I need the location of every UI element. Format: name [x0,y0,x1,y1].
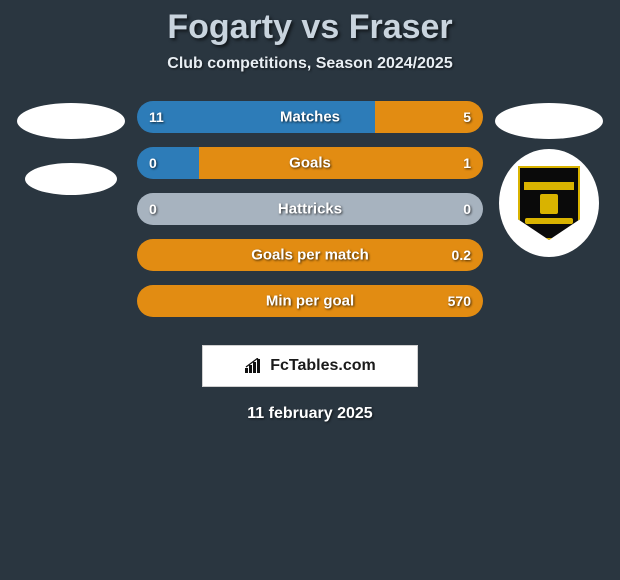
main-row: Matches 11 5 Goals 0 1 Hattricks 0 0 Goals per ma… [0,101,620,317]
stat-segment-right [199,147,483,179]
stat-value-right: 0 [463,201,471,217]
player-right-avatar [491,101,607,257]
subtitle: Club competitions, Season 2024/2025 [0,55,620,73]
brand-badge[interactable]: FcTables.com [202,345,418,387]
page-title: Fogarty vs Fraser [0,8,620,47]
stat-bar: Hattricks 0 0 [137,193,483,225]
stat-bar: Matches 11 5 [137,101,483,133]
stat-label: Goals [289,155,331,172]
bar-chart-icon [244,358,264,374]
stat-value-left: 0 [149,201,157,217]
avatar-placeholder [17,103,125,139]
stat-value-right: 1 [463,155,471,171]
stat-bar: Min per goal 570 [137,285,483,317]
stat-label: Min per goal [266,293,354,310]
stat-value-left: 11 [149,109,164,125]
stat-value-right: 5 [463,109,471,125]
stat-value-right: 570 [448,293,471,309]
stat-value-right: 0.2 [452,247,471,263]
date-label: 11 february 2025 [0,405,620,423]
club-crest [499,149,599,257]
stat-label: Hattricks [278,201,342,218]
brand-text: FcTables.com [270,357,376,375]
player-left-avatar [13,101,129,195]
comparison-card: Fogarty vs Fraser Club competitions, Sea… [0,0,620,423]
stat-segment-left [137,147,199,179]
avatar-placeholder [25,163,117,195]
stat-bar: Goals per match 0.2 [137,239,483,271]
stat-bar: Goals 0 1 [137,147,483,179]
stat-label: Matches [280,109,340,126]
avatar-placeholder [495,103,603,139]
stats-bars: Matches 11 5 Goals 0 1 Hattricks 0 0 Goals per ma… [137,101,483,317]
stat-label: Goals per match [251,247,369,264]
stat-value-left: 0 [149,155,157,171]
shield-icon [518,166,580,240]
